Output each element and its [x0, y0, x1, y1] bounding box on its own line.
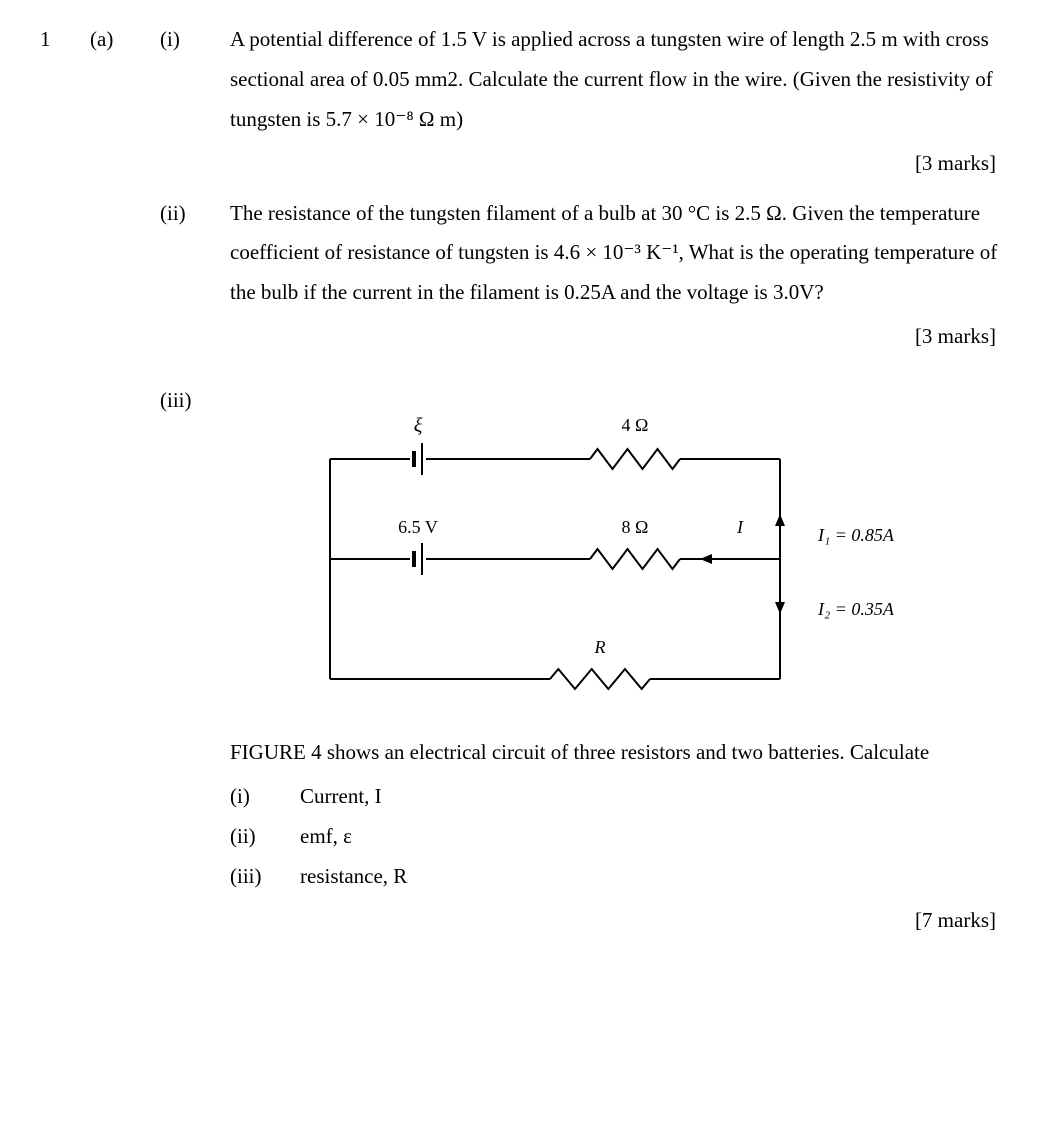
calc-ii-row: (ii) emf, ε	[230, 817, 1006, 857]
svg-text:I₂ = 0.35A: I₂ = 0.35A	[817, 599, 895, 619]
subpart-iii-marks: [7 marks]	[230, 901, 1006, 941]
calc-iii-row: (iii) resistance, R	[230, 857, 1006, 897]
question-number: 1	[40, 20, 90, 60]
svg-text:ξ: ξ	[414, 415, 423, 437]
subpart-ii-marks: [3 marks]	[230, 317, 1006, 357]
subpart-ii-label: (ii)	[160, 194, 230, 234]
item-a-ii-row: (ii) The resistance of the tungsten fila…	[40, 194, 1006, 314]
subpart-i-marks: [3 marks]	[230, 144, 1006, 184]
exam-page: 1 (a) (i) A potential difference of 1.5 …	[0, 0, 1046, 991]
subpart-i-label: (i)	[160, 20, 230, 60]
calc-i-text: Current, I	[300, 777, 382, 817]
item-a-iii-marks-row: [7 marks]	[40, 897, 1006, 951]
subpart-ii-text: The resistance of the tungsten filament …	[230, 194, 1006, 314]
item-a-i-marks-row: [3 marks]	[40, 140, 1006, 194]
subpart-i-text: A potential difference of 1.5 V is appli…	[230, 20, 1006, 140]
calc-sublist: (i) Current, I (ii) emf, ε (iii) resista…	[230, 777, 1006, 897]
subpart-iii-label: (iii)	[160, 381, 230, 421]
circuit-figure: ξ 4 Ω 6.5 V 8 Ω I R I₁ = 0.85A I₂ = 0.35A	[290, 389, 1006, 719]
calc-i-label: (i)	[230, 777, 300, 817]
item-a-ii-marks-row: [3 marks]	[40, 313, 1006, 367]
figure-caption: FIGURE 4 shows an electrical circuit of …	[230, 733, 1006, 773]
calc-ii-text: emf, ε	[300, 817, 352, 857]
svg-text:6.5 V: 6.5 V	[398, 517, 438, 537]
item-a-iii-row: (iii) ξ 4 Ω 6.5 V 8 Ω I R I₁ = 0.85A I₂ = 0.35A…	[40, 381, 1006, 897]
part-label: (a)	[90, 20, 160, 60]
svg-text:4 Ω: 4 Ω	[622, 415, 649, 435]
calc-iii-label: (iii)	[230, 857, 300, 897]
calc-ii-label: (ii)	[230, 817, 300, 857]
calc-iii-text: resistance, R	[300, 857, 407, 897]
svg-text:R: R	[594, 637, 606, 657]
item-a-i-row: 1 (a) (i) A potential difference of 1.5 …	[40, 20, 1006, 140]
svg-text:I: I	[736, 517, 744, 537]
svg-text:I₁ = 0.85A: I₁ = 0.85A	[817, 525, 895, 545]
calc-i-row: (i) Current, I	[230, 777, 1006, 817]
svg-text:8 Ω: 8 Ω	[622, 517, 649, 537]
subpart-iii-body: ξ 4 Ω 6.5 V 8 Ω I R I₁ = 0.85A I₂ = 0.35A FIGUR…	[230, 381, 1006, 897]
circuit-svg: ξ 4 Ω 6.5 V 8 Ω I R I₁ = 0.85A I₂ = 0.35A	[290, 389, 950, 719]
